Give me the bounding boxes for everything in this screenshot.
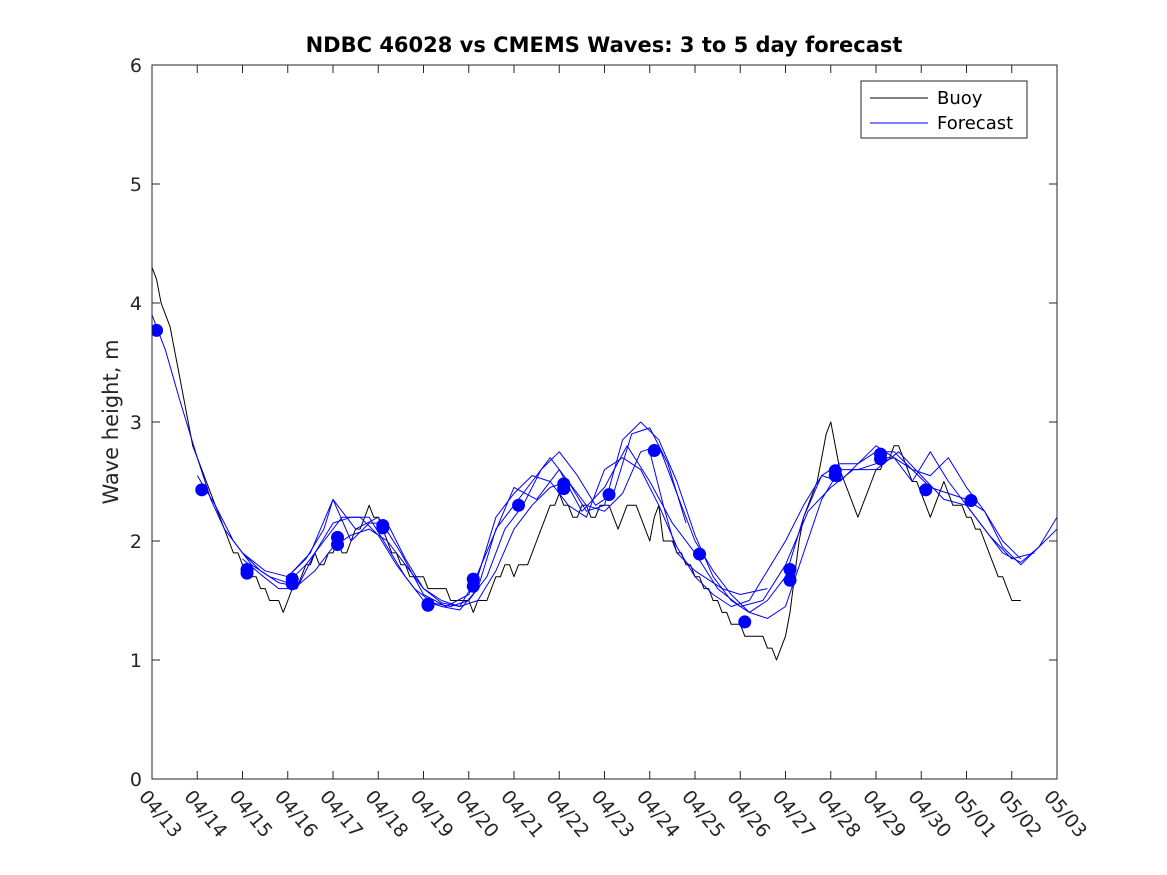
forecast-marker [195,483,209,497]
forecast-marker [783,573,797,587]
chart-title: NDBC 46028 vs CMEMS Waves: 3 to 5 day fo… [306,33,903,57]
forecast-series-line [152,314,1022,619]
y-tick-label: 2 [130,531,142,553]
series-group [152,267,1057,661]
y-tick-label: 1 [130,650,142,672]
forecast-marker [783,563,797,577]
forecast-marker [421,598,435,612]
legend-box [860,80,1028,139]
forecast-marker [152,323,164,337]
forecast-series-line [242,445,1035,607]
forecast-marker [693,547,707,561]
legend: Buoy Forecast [860,80,1028,139]
forecast-marker [512,498,526,512]
y-tick-label: 0 [130,769,142,791]
plot-area [152,267,1057,661]
forecast-series-line [287,445,1057,607]
forecast-marker [557,482,571,496]
forecast-marker [376,521,390,535]
forecast-series-line [196,427,687,607]
legend-forecast-label: Forecast [937,113,1013,134]
y-tick-label: 5 [130,174,142,196]
forecast-marker [285,577,299,591]
forecast-marker [738,615,752,629]
forecast-marker [466,579,480,593]
y-axis: 0 1 2 3 4 5 6 [130,55,1057,791]
y-axis-label: Wave height, m [99,339,123,504]
y-tick-label: 6 [130,55,142,77]
forecast-marker [964,494,978,508]
forecast-marker [647,444,661,458]
forecast-series-line [649,451,768,595]
forecast-marker [828,469,842,483]
forecast-marker [919,483,933,497]
forecast-marker [331,538,345,552]
y-tick-label: 3 [130,412,142,434]
legend-buoy-label: Buoy [937,88,983,109]
forecast-marker [602,488,616,502]
forecast-marker [240,566,254,580]
forecast-marker [874,452,888,466]
y-tick-label: 4 [130,293,142,315]
